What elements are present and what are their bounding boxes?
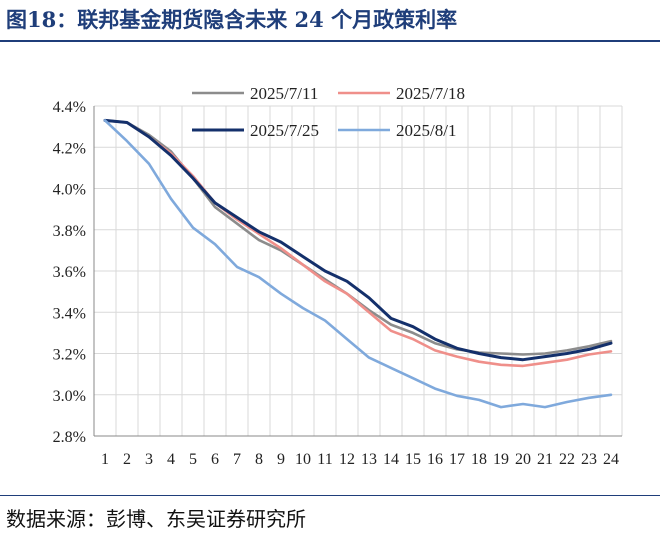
y-tick-label: 3.8% bbox=[53, 223, 86, 240]
x-tick-label: 24 bbox=[603, 451, 619, 468]
legend-label-4: 2025/8/1 bbox=[396, 121, 456, 140]
x-tick-label: 5 bbox=[189, 451, 197, 468]
x-tick-label: 10 bbox=[295, 451, 311, 468]
source-note: 数据来源：彭博、东吴证券研究所 bbox=[6, 507, 306, 531]
x-tick-label: 13 bbox=[361, 451, 377, 468]
y-tick-label: 2.8% bbox=[53, 429, 86, 446]
x-tick-label: 19 bbox=[493, 451, 509, 468]
chart-series bbox=[103, 118, 613, 409]
source-divider bbox=[0, 495, 660, 496]
legend-label-1: 2025/7/11 bbox=[250, 84, 318, 103]
x-tick-label: 21 bbox=[537, 451, 553, 468]
series-line-4 bbox=[103, 119, 613, 409]
y-tick-label: 4.2% bbox=[53, 140, 86, 157]
x-tick-label: 17 bbox=[449, 451, 465, 468]
y-tick-label: 3.0% bbox=[53, 388, 86, 405]
y-tick-label: 4.4% bbox=[53, 99, 86, 116]
x-tick-label: 16 bbox=[427, 451, 443, 468]
series-line-3 bbox=[103, 118, 613, 362]
x-tick-label: 4 bbox=[167, 451, 175, 468]
x-tick-label: 14 bbox=[383, 451, 399, 468]
legend-label-2: 2025/7/18 bbox=[396, 84, 465, 103]
y-tick-label: 4.0% bbox=[53, 182, 86, 199]
legend-label-3: 2025/7/25 bbox=[250, 121, 319, 140]
y-tick-label: 3.2% bbox=[53, 347, 86, 364]
x-tick-label: 12 bbox=[339, 451, 355, 468]
line-chart: 2.8%3.0%3.2%3.4%3.6%3.8%4.0%4.2%4.4%1 2 3 4… bbox=[53, 84, 623, 468]
x-tick-label: 15 bbox=[405, 451, 421, 468]
x-tick-label: 9 bbox=[277, 451, 285, 468]
chart-grid bbox=[93, 105, 623, 437]
figure-title: 图18：联邦基金期货隐含未来 24 个月政策利率 bbox=[6, 7, 458, 32]
x-tick-label: 6 bbox=[211, 451, 219, 468]
x-tick-label: 1 bbox=[101, 451, 109, 468]
x-tick-label: 8 bbox=[255, 451, 263, 468]
x-tick-label: 23 bbox=[581, 451, 597, 468]
chart-axes: 2.8%3.0%3.2%3.4%3.6%3.8%4.0%4.2%4.4%1 2 3 4… bbox=[53, 99, 622, 468]
x-tick-label: 2 bbox=[123, 451, 131, 468]
chart-legend: 2025/7/11 2025/7/18 2025/7/25 2025/8/1 bbox=[192, 84, 465, 140]
x-tick-label: 18 bbox=[471, 451, 487, 468]
x-tick-label: 22 bbox=[559, 451, 575, 468]
y-tick-label: 3.4% bbox=[53, 305, 86, 322]
x-tick-label: 3 bbox=[145, 451, 153, 468]
x-tick-label: 20 bbox=[515, 451, 531, 468]
x-tick-label: 11 bbox=[317, 451, 332, 468]
title-divider bbox=[0, 40, 660, 42]
x-tick-label: 7 bbox=[233, 451, 241, 468]
y-tick-label: 3.6% bbox=[53, 264, 86, 281]
